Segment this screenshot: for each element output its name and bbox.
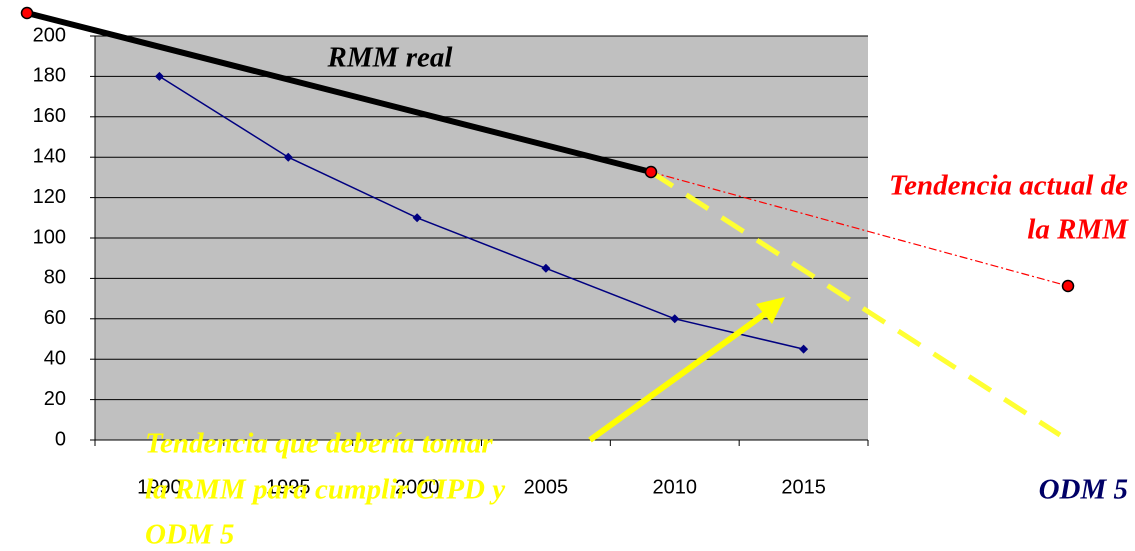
annotation: la RMM para cumplir CIPD y bbox=[145, 474, 505, 506]
x-tick-label: 2010 bbox=[653, 476, 698, 498]
annotation: Tendencia que debería tomar bbox=[145, 428, 493, 460]
annotation: la RMM bbox=[1027, 214, 1129, 246]
x-tick-label: 2000 bbox=[395, 476, 440, 498]
y-tick-label: 100 bbox=[33, 226, 66, 248]
arrow-shaft bbox=[588, 307, 772, 443]
y-tick-label: 180 bbox=[33, 65, 66, 87]
marker bbox=[541, 263, 551, 273]
series-line bbox=[159, 75, 804, 350]
y-tick-label: 140 bbox=[33, 145, 66, 167]
y-tick-label: 20 bbox=[44, 388, 66, 410]
point bbox=[1061, 279, 1075, 293]
y-tick-label: 80 bbox=[44, 267, 66, 289]
real-line bbox=[26, 10, 652, 175]
annotation: RMM real bbox=[327, 42, 454, 74]
arrow-head bbox=[756, 297, 785, 324]
annotation: ODM 5 bbox=[1039, 474, 1128, 506]
y-tick-label: 160 bbox=[33, 105, 66, 127]
x-tick-label: 2015 bbox=[781, 476, 826, 498]
x-tick-label: 1995 bbox=[266, 476, 311, 498]
marker bbox=[154, 71, 164, 81]
overlay bbox=[20, 6, 1075, 443]
y-tick-label: 120 bbox=[33, 186, 66, 208]
x-tick-label: 2005 bbox=[524, 476, 569, 498]
annotation: Tendencia actual de bbox=[889, 170, 1128, 202]
y-tick-label: 60 bbox=[44, 307, 66, 329]
marker bbox=[799, 344, 809, 354]
y-tick-label: 200 bbox=[33, 24, 66, 46]
point bbox=[644, 165, 658, 179]
point bbox=[20, 6, 34, 20]
x-tick-label: 1990 bbox=[137, 476, 182, 498]
marker bbox=[412, 213, 422, 223]
y-tick-label: 0 bbox=[55, 428, 66, 450]
grid bbox=[90, 35, 869, 446]
marker bbox=[670, 314, 680, 324]
y-tick-label: 40 bbox=[44, 347, 66, 369]
marker bbox=[283, 152, 293, 162]
annotation: ODM 5 bbox=[145, 519, 234, 551]
marks bbox=[154, 71, 809, 354]
